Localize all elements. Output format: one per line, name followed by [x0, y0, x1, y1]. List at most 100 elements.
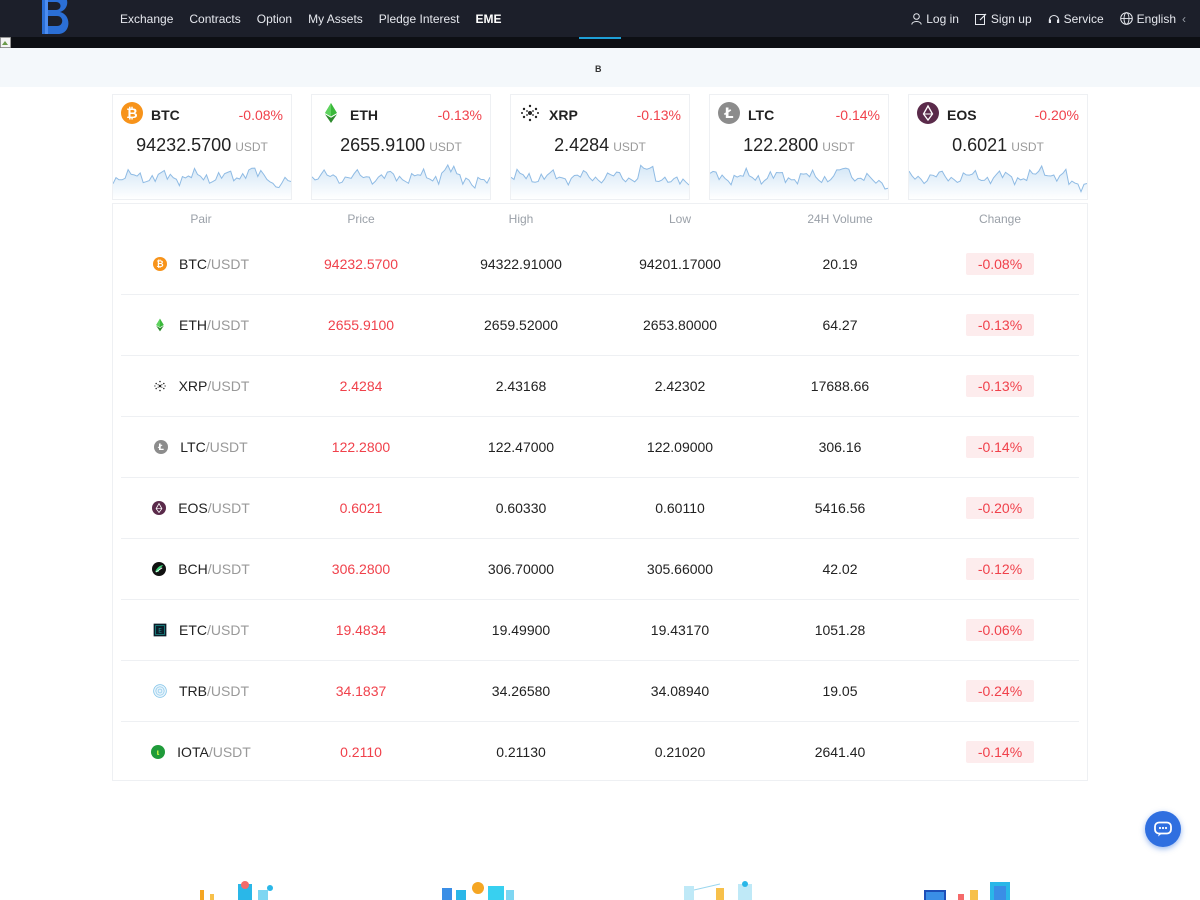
volume-cell: 2641.40 — [814, 744, 866, 760]
nav-contracts[interactable]: Contracts — [189, 11, 241, 26]
nav-pledge-interest[interactable]: Pledge Interest — [378, 11, 460, 26]
svg-text:₿: ₿ — [156, 259, 163, 270]
volume-cell: 5416.56 — [814, 500, 866, 516]
login-link[interactable]: Log in — [911, 12, 959, 26]
pair-base: XRP — [178, 378, 208, 394]
low-cell: 122.09000 — [646, 439, 714, 455]
svg-text:Ł: Ł — [724, 106, 734, 122]
service-link[interactable]: Service — [1048, 12, 1104, 26]
sparkline-line — [710, 166, 888, 190]
svg-text:₿: ₿ — [126, 106, 137, 122]
sparkline-line — [113, 167, 291, 189]
svg-text:Ł: Ł — [157, 443, 164, 453]
high-cell: 94322.91000 — [480, 256, 562, 272]
broken-image-icon — [0, 37, 11, 48]
pair-cell: ETH/USDT — [121, 295, 281, 355]
edit-icon — [974, 13, 987, 25]
xrp-icon — [153, 379, 167, 393]
price-cell: 94232.5700 — [324, 256, 398, 272]
sparkline-area — [909, 166, 1087, 199]
nav-eme[interactable]: EME — [475, 11, 502, 26]
nav-exchange[interactable]: Exchange — [120, 11, 174, 26]
high-cell: 122.47000 — [487, 439, 555, 455]
table-row[interactable]: BCH/USDT 306.2800 306.70000 305.66000 42… — [121, 539, 1079, 600]
change-cell: -0.20% — [920, 478, 1080, 538]
pair-cell: ₿ BTC/USDT — [121, 234, 281, 294]
volume-cell: 306.16 — [818, 439, 862, 455]
eth-icon — [320, 102, 342, 129]
table-row[interactable]: E ETC/USDT 19.4834 19.49900 19.43170 105… — [121, 600, 1079, 661]
pair-quote: /USDT — [207, 500, 250, 516]
eos-icon — [917, 101, 939, 129]
change-badge: -0.14% — [965, 436, 1035, 458]
card-price: 0.6021 USDT — [909, 135, 1087, 156]
ticker-card-btc[interactable]: ₿ BTC -0.08% 94232.5700 USDT — [112, 94, 292, 200]
card-price-value: 94232.5700 — [136, 135, 232, 155]
sparkline-chart — [312, 163, 490, 199]
language-selector[interactable]: English ‹ — [1119, 12, 1186, 26]
change-badge: -0.12% — [965, 558, 1035, 580]
btc-icon: ₿ — [153, 257, 167, 271]
high-cell: 2.43168 — [495, 378, 547, 394]
change-badge: -0.20% — [965, 497, 1035, 519]
ticker-card-ltc[interactable]: Ł LTC -0.14% 122.2800 USDT — [709, 94, 889, 200]
table-row[interactable]: XRP/USDT 2.4284 2.43168 2.42302 17688.66… — [121, 356, 1079, 417]
change-cell: -0.06% — [920, 600, 1080, 660]
ltc-icon: Ł — [718, 101, 740, 129]
table-row[interactable]: ETH/USDT 2655.9100 2659.52000 2653.80000… — [121, 295, 1079, 356]
chat-support-button[interactable] — [1145, 811, 1181, 847]
nav-option[interactable]: Option — [256, 11, 293, 26]
card-price-unit: USDT — [1011, 140, 1044, 154]
card-change: -0.13% — [437, 107, 482, 123]
announcement-banner — [0, 48, 1200, 87]
ticker-card-eos[interactable]: EOS -0.20% 0.6021 USDT — [908, 94, 1088, 200]
pair-quote: /USDT — [207, 683, 249, 699]
nav-my-assets[interactable]: My Assets — [308, 11, 363, 26]
signup-label: Sign up — [990, 11, 1032, 26]
btc-icon: ₿ — [121, 101, 143, 129]
signup-link[interactable]: Sign up — [974, 11, 1032, 26]
pair-quote: /USDT — [207, 622, 249, 638]
high-cell: 34.26580 — [491, 683, 551, 699]
svg-text:E: E — [158, 629, 162, 635]
header-low: Low — [668, 212, 691, 226]
change-badge: -0.24% — [965, 680, 1035, 702]
ticker-card-xrp[interactable]: XRP -0.13% 2.4284 USDT — [510, 94, 690, 200]
pair-quote: /USDT — [207, 378, 250, 394]
ticker-card-eth[interactable]: ETH -0.13% 2655.9100 USDT — [311, 94, 491, 200]
brand-logo[interactable] — [36, 0, 76, 37]
table-row[interactable]: Ł LTC/USDT 122.2800 122.47000 122.09000 … — [121, 417, 1079, 478]
volume-cell: 17688.66 — [810, 378, 870, 394]
globe-icon — [1119, 12, 1133, 25]
feature-illustration — [442, 882, 514, 900]
sparkline-area — [113, 168, 291, 199]
card-symbol: LTC — [748, 107, 775, 123]
pair-base: BTC — [179, 256, 207, 272]
pair-base: TRB — [179, 683, 207, 699]
pair-cell: Ł LTC/USDT — [121, 417, 281, 477]
pair-quote: /USDT — [207, 256, 249, 272]
high-cell: 0.21130 — [496, 744, 546, 760]
feature-illustration — [684, 881, 752, 900]
ltc-icon: Ł — [154, 440, 169, 454]
sub-nav-strip — [0, 37, 1200, 48]
table-row[interactable]: TRB/USDT 34.1837 34.26580 34.08940 19.05… — [121, 661, 1079, 722]
high-cell: 2659.52000 — [484, 317, 558, 333]
change-cell: -0.12% — [920, 539, 1080, 599]
pair-base: EOS — [178, 500, 208, 516]
change-badge: -0.08% — [965, 253, 1035, 275]
pair-cell: E ETC/USDT — [121, 600, 281, 660]
table-row[interactable]: EOS/USDT 0.6021 0.60330 0.60110 5416.56 … — [121, 478, 1079, 539]
table-row[interactable]: ι IOTA/USDT 0.2110 0.21130 0.21020 2641.… — [121, 722, 1079, 783]
card-price-value: 2655.9100 — [340, 135, 426, 155]
pair-base: BCH — [178, 561, 208, 577]
pair-base: LTC — [180, 439, 206, 455]
card-header: ₿ BTC -0.08% — [121, 101, 283, 129]
volume-cell: 20.19 — [822, 256, 858, 272]
pair-cell: XRP/USDT — [121, 356, 281, 416]
svg-text:ι: ι — [157, 748, 160, 757]
price-cell: 19.4834 — [335, 622, 387, 638]
table-row[interactable]: ₿ BTC/USDT 94232.5700 94322.91000 94201.… — [121, 234, 1079, 295]
low-cell: 2.42302 — [654, 378, 706, 394]
change-cell: -0.24% — [920, 661, 1080, 721]
